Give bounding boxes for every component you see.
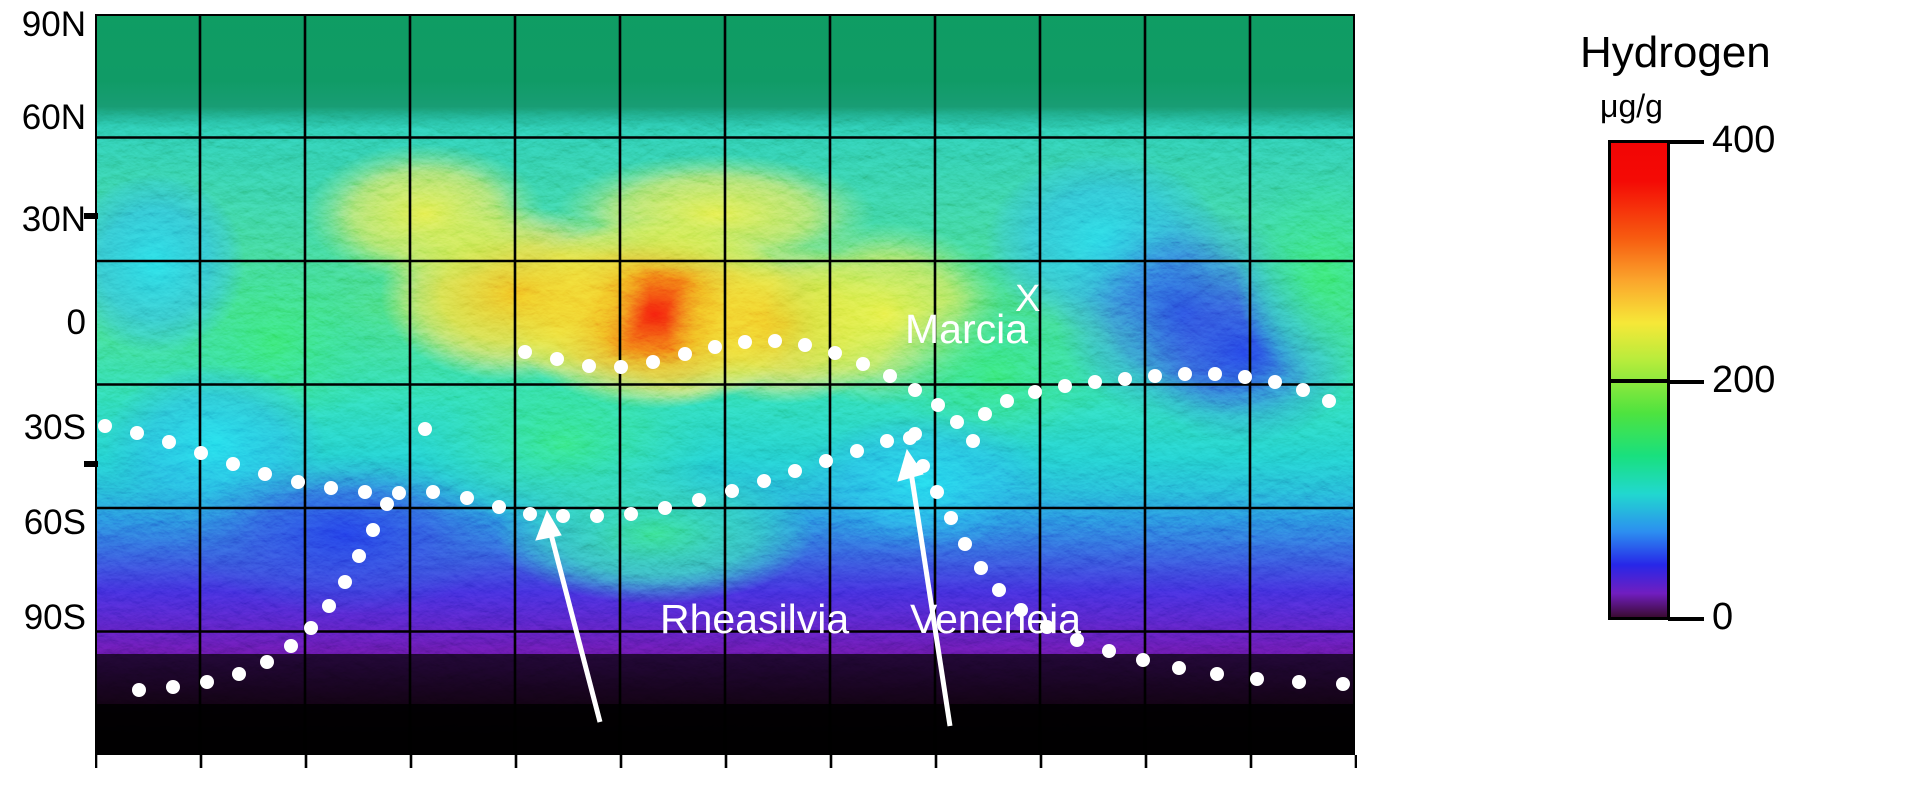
- ytick-label-30s: 30S: [23, 408, 86, 447]
- colorbar-label-200: 200: [1712, 359, 1776, 401]
- latitude-axis: 90N 60N 30N 0 30S 60S 90S: [0, 0, 86, 800]
- colorbar-label-400: 400: [1712, 119, 1776, 161]
- rheasilvia-rim-dots-left-descend: [132, 497, 394, 697]
- colorbar-tick-400: [1668, 140, 1704, 144]
- colorbar-tick-200: [1668, 380, 1704, 384]
- veneneia-rim-dots-descend: [903, 431, 1350, 691]
- latitude-axis-ticks: [84, 213, 98, 467]
- ytick-label-0: 0: [66, 303, 86, 342]
- colorbar-tick-0: [1668, 617, 1704, 621]
- rheasilvia-arrow: [535, 509, 603, 723]
- ytick-label-60s: 60S: [23, 503, 86, 542]
- ytick-label-90n: 90N: [21, 5, 86, 44]
- rheasilvia-rim-dots-2: [518, 334, 980, 448]
- hydrogen-map[interactable]: X Marcia Rheasilvia Veneneia: [95, 14, 1355, 755]
- ytick-label-30n: 30N: [21, 200, 86, 239]
- map-overlay: [95, 14, 1355, 755]
- veneneia-rim-dots: [978, 367, 1336, 421]
- longitude-axis-ticks: [95, 755, 1357, 768]
- ytick-label-60n: 60N: [21, 98, 86, 137]
- colorbar-label-0: 0: [1712, 596, 1734, 638]
- veneneia-arrow: [897, 448, 953, 727]
- ytick-label-90s: 90S: [23, 598, 86, 637]
- colorbar-midline: [1608, 379, 1670, 383]
- colorbar-units: μg/g: [1600, 88, 1663, 124]
- rheasilvia-rim-dots: [98, 419, 922, 523]
- colorbar-title: Hydrogen: [1580, 28, 1771, 77]
